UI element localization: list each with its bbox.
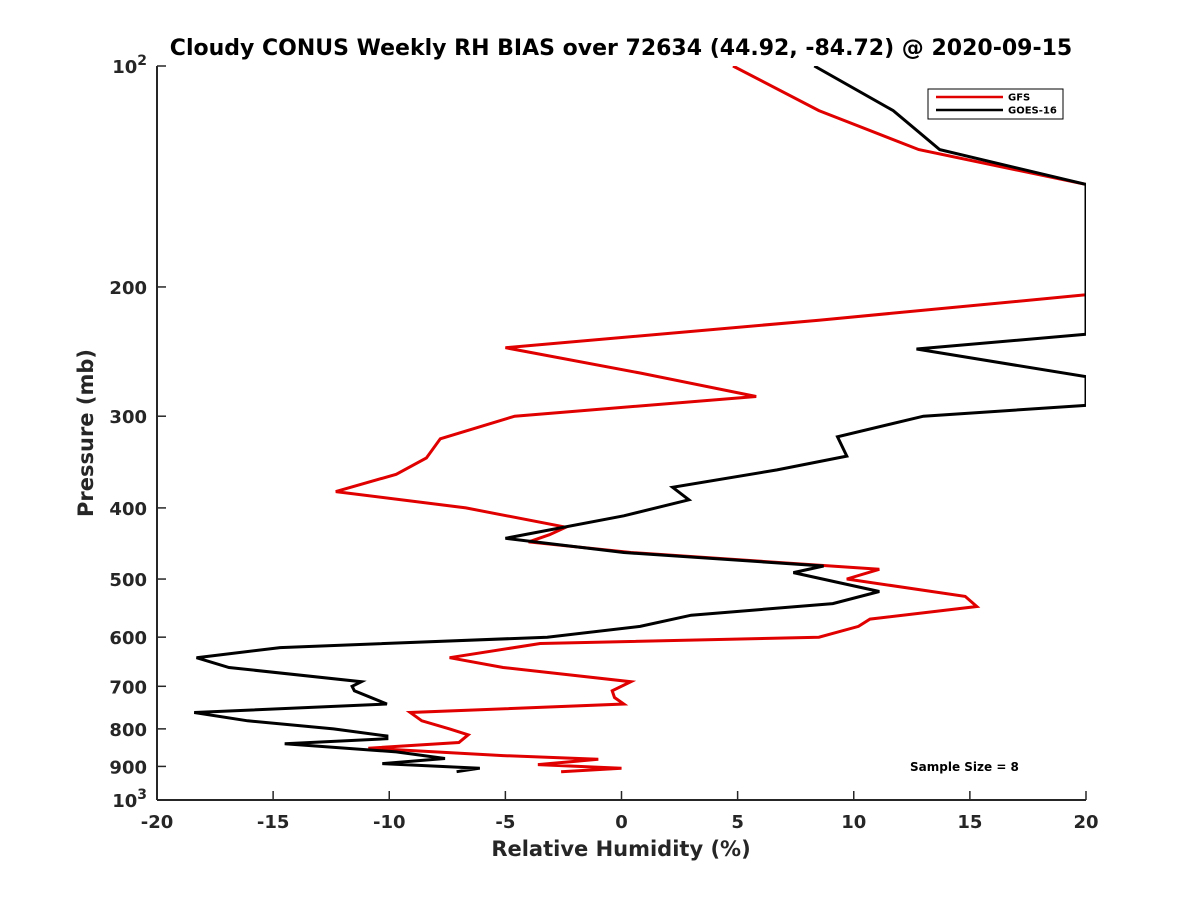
- x-tick-label: -5: [495, 812, 515, 833]
- legend-box: [927, 88, 1064, 120]
- y-tick-label: 600: [109, 628, 147, 649]
- series-line-goes-16: [193, 66, 1086, 774]
- y-axis-label: Pressure (mb): [74, 349, 98, 517]
- y-tick-label: 700: [109, 677, 147, 698]
- chart-title: Cloudy CONUS Weekly RH BIAS over 72634 (…: [170, 36, 1072, 61]
- y-tick-label: 400: [109, 499, 147, 520]
- x-tick-label: 0: [615, 812, 628, 833]
- x-axis-label: Relative Humidity (%): [491, 837, 750, 861]
- series-layer: [193, 66, 1086, 774]
- y-tick-label: 200: [109, 278, 147, 299]
- sample-size-annotation: Sample Size = 8: [910, 760, 1019, 774]
- y-tick-label: 300: [109, 407, 147, 428]
- x-tick-label: 15: [957, 812, 982, 833]
- y-tick-label: 500: [109, 570, 147, 591]
- legend-label-gfs: GFS: [1008, 93, 1030, 104]
- x-tick-label: -10: [373, 812, 406, 833]
- x-tick-label: -20: [141, 812, 174, 833]
- x-tick-label: 20: [1073, 812, 1098, 833]
- y-tick-label: 102: [112, 53, 147, 78]
- y-tick-label: 800: [109, 720, 147, 741]
- x-tick-label: 10: [841, 812, 866, 833]
- x-tick-label: -15: [257, 812, 290, 833]
- legend: GFS GOES-16: [927, 88, 1064, 120]
- x-tick-label: 5: [731, 812, 744, 833]
- plot-area: -20 -15 -10 -5 0 5 10 15 20 102 200 300 400 500 600 700…: [109, 53, 1098, 833]
- y-tick-label: 900: [109, 757, 147, 778]
- axes-layer: -20 -15 -10 -5 0 5 10 15 20 102 200 300 400 500 600 700…: [109, 53, 1098, 833]
- series-line-gfs: [335, 66, 1086, 774]
- legend-label-goes-16: GOES-16: [1008, 106, 1057, 117]
- y-tick-label: 103: [112, 787, 147, 812]
